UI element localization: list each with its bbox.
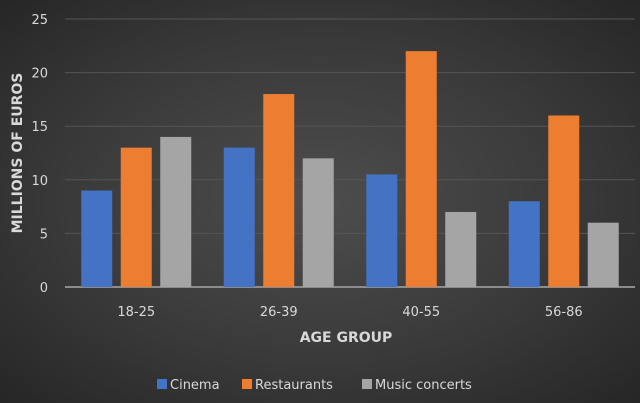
y-tick-label: 20 — [31, 67, 48, 82]
y-tick-label: 5 — [40, 227, 48, 242]
legend-label: Restaurants — [255, 378, 333, 393]
y-axis-label: MILLIONS OF EUROS — [10, 73, 26, 234]
bar-restaurants — [405, 51, 437, 287]
gridlines — [65, 18, 635, 288]
x-tick-label: 26-39 — [260, 305, 298, 320]
y-tick-label: 10 — [31, 174, 48, 189]
bar-music-concerts — [587, 222, 619, 287]
x-tick-label: 40-55 — [402, 305, 440, 320]
bar-cinema — [508, 201, 540, 287]
x-tick-label: 18-25 — [117, 305, 155, 320]
y-tick-labels: 0 5 10 15 20 25 — [31, 13, 48, 296]
bar-music-concerts — [302, 158, 334, 287]
legend-label: Music concerts — [375, 378, 472, 393]
legend: Cinema Restaurants Music concerts — [157, 378, 472, 393]
x-tick-label: 56-86 — [545, 305, 583, 320]
x-tick-labels: 18-25 26-39 40-55 56-86 — [117, 305, 582, 320]
bar-cinema — [223, 147, 255, 287]
legend-swatch — [242, 379, 252, 389]
bar-restaurants — [263, 94, 295, 287]
legend-label: Cinema — [170, 378, 220, 393]
bar-cinema — [81, 190, 113, 287]
y-tick-label: 25 — [31, 13, 48, 28]
y-tick-label: 15 — [31, 120, 48, 135]
bar-music-concerts — [160, 136, 192, 287]
y-tick-label: 0 — [40, 281, 48, 296]
bar-restaurants — [120, 147, 152, 287]
bars — [81, 51, 619, 287]
bar-restaurants — [548, 115, 580, 287]
x-axis-label: AGE GROUP — [300, 330, 393, 346]
bar-cinema — [366, 174, 398, 287]
legend-swatch — [362, 379, 372, 389]
legend-swatch — [157, 379, 167, 389]
bar-music-concerts — [445, 211, 477, 287]
